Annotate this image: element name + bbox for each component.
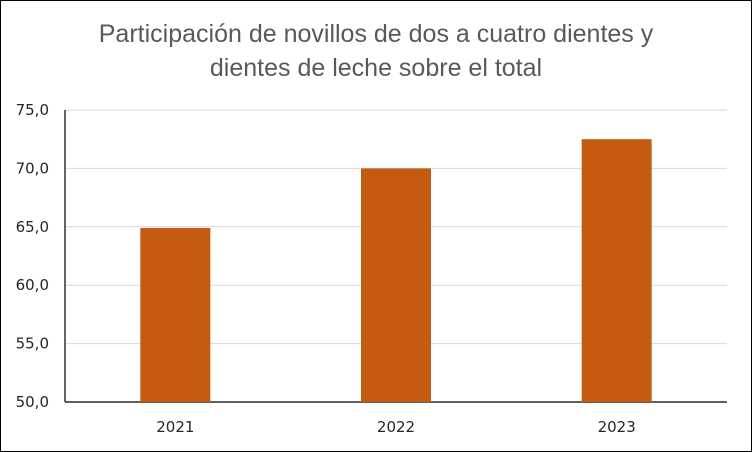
y-tick-label: 75,0 [16,101,49,119]
bar [581,139,652,402]
y-tick-label: 60,0 [16,276,49,294]
chart-title: Participación de novillos de dos a cuatr… [41,17,711,85]
y-tick-label: 65,0 [16,218,49,236]
y-tick-label: 50,0 [16,393,49,411]
y-tick-label: 70,0 [16,159,49,177]
x-tick-label: 2022 [377,418,415,436]
y-tick-label: 55,0 [16,335,49,353]
chart-title-line-2: dientes de leche sobre el total [209,54,543,82]
bar [361,168,431,402]
x-tick-label: 2023 [598,418,636,436]
bar [140,227,211,402]
chart-title-line-1: Participación de novillos de dos a cuatr… [98,20,654,48]
x-tick-label: 2021 [156,418,194,436]
